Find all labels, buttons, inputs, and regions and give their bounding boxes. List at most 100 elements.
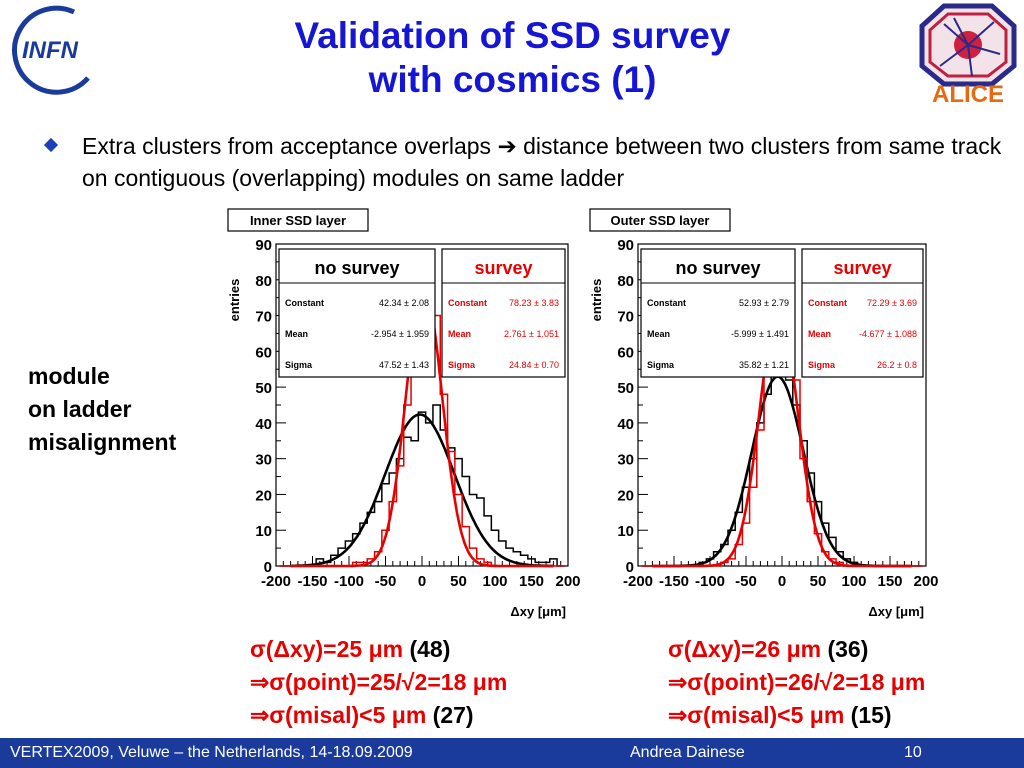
y-tick-label: 60 — [255, 344, 272, 361]
legend-label: no survey — [675, 258, 760, 278]
x-tick-label: -50 — [735, 573, 757, 590]
x-axis-label: Δxy [μm] — [868, 604, 924, 619]
y-tick-label: 80 — [617, 273, 634, 290]
side-label: module on ladder misalignment — [28, 363, 177, 455]
stat-name: Sigma — [285, 360, 313, 370]
histogram-no-survey — [641, 364, 923, 567]
stat-name: Constant — [647, 298, 686, 308]
x-tick-label: -150 — [659, 573, 689, 590]
stats-box — [640, 248, 796, 378]
legend-label: no survey — [314, 258, 399, 278]
stat-value: 26.2 ± 0.8 — [877, 360, 917, 370]
stat-value: 2.761 ± 1.051 — [504, 329, 559, 339]
stat-name: Mean — [448, 329, 471, 339]
x-tick-label: -150 — [297, 573, 327, 590]
x-tick-label: -50 — [375, 573, 397, 590]
stat-name: Mean — [647, 329, 670, 339]
stat-value: -2.954 ± 1.959 — [371, 329, 429, 339]
x-tick-label: 50 — [810, 573, 827, 590]
y-tick-label: 40 — [617, 416, 634, 433]
x-tick-label: 100 — [841, 573, 866, 590]
stat-name: Sigma — [647, 360, 675, 370]
stats-box — [278, 248, 436, 378]
y-tick-label: 30 — [255, 452, 272, 469]
stat-name: Constant — [285, 298, 324, 308]
y-tick-label: 20 — [617, 487, 634, 504]
x-tick-label: 0 — [418, 573, 426, 590]
stat-value: -5.999 ± 1.491 — [731, 329, 789, 339]
legend-label: survey — [833, 258, 891, 278]
inner-ssd-chart: Inner SSD layer 0 10 20 30 40 50 60 70 80 90 -200 -1… — [227, 208, 581, 619]
x-tick-label: -200 — [261, 573, 291, 590]
x-tick-label: -100 — [334, 573, 364, 590]
outer-ssd-panel: Outer SSD layer 0 10 20 30 40 50 60 70 80 90 -200 -1… — [582, 206, 940, 630]
x-tick-label: 50 — [450, 573, 467, 590]
title-line-1: Validation of SSD survey — [294, 15, 731, 56]
y-tick-label: 70 — [255, 309, 272, 326]
slide-title: Validation of SSD survey with cosmics (1… — [200, 14, 825, 102]
alice-logo: ALICE — [919, 3, 1017, 106]
title-line-2: with cosmics (1) — [368, 59, 657, 100]
stat-value: -4.677 ± 1.088 — [859, 329, 917, 339]
stat-name: Mean — [285, 329, 308, 339]
stat-value: 47.52 ± 1.43 — [379, 360, 429, 370]
y-tick-label: 70 — [617, 309, 634, 326]
stat-name: Sigma — [808, 360, 836, 370]
results-inner: σ(Δxy)=25 μm (48) ⇒σ(point)=25/√2=18 μm … — [250, 636, 508, 728]
stats-box — [441, 248, 566, 378]
stat-name: Constant — [448, 298, 487, 308]
infn-logo: INFN — [12, 5, 90, 95]
y-tick-label: 20 — [255, 487, 272, 504]
y-tick-label: 90 — [255, 237, 272, 254]
chart-title: Outer SSD layer — [611, 213, 710, 228]
x-tick-label: 200 — [913, 573, 938, 590]
y-tick-label: 30 — [617, 452, 634, 469]
stat-name: Mean — [808, 329, 831, 339]
x-tick-label: 100 — [482, 573, 507, 590]
y-tick-label: 40 — [255, 416, 272, 433]
y-tick-label: 50 — [617, 380, 634, 397]
footer-page-number: 10 — [904, 744, 922, 761]
y-tick-label: 80 — [255, 273, 272, 290]
fit-curve-no-survey — [652, 375, 912, 568]
y-tick-label: 0 — [626, 559, 634, 576]
footer-bar: VERTEX2009, Veluwe – the Netherlands, 14… — [0, 738, 1024, 768]
diamond-bullet-icon — [43, 137, 59, 153]
stat-name: Constant — [808, 298, 847, 308]
chart-title: Inner SSD layer — [250, 213, 346, 228]
footer-author: Andrea Dainese — [630, 744, 745, 761]
chart-title-box — [589, 208, 731, 232]
fit-curve-no-survey — [290, 413, 554, 568]
stat-value: 35.82 ± 1.21 — [739, 360, 789, 370]
histogram-no-survey — [279, 404, 565, 567]
x-tick-label: -100 — [695, 573, 725, 590]
stat-name: Sigma — [448, 360, 476, 370]
legend-label: survey — [474, 258, 532, 278]
x-tick-label: 0 — [778, 573, 786, 590]
results-outer: σ(Δxy)=26 μm (36) ⇒σ(point)=26/√2=18 μm … — [668, 636, 926, 728]
y-axis-label: entries — [227, 279, 242, 322]
outer-ssd-chart: Outer SSD layer 0 10 20 30 40 50 60 70 80 90 -200 -1… — [589, 208, 939, 619]
y-tick-label: 90 — [617, 237, 634, 254]
bullet-text: Extra clusters from acceptance overlaps … — [82, 133, 1002, 191]
stat-value: 52.93 ± 2.79 — [739, 298, 789, 308]
footer-conference: VERTEX2009, Veluwe – the Netherlands, 14… — [10, 744, 413, 761]
y-tick-label: 0 — [264, 559, 272, 576]
arrow-icon: ➔ — [497, 133, 517, 159]
stats-box — [801, 248, 924, 378]
stat-value: 78.23 ± 3.83 — [509, 298, 559, 308]
x-tick-label: -200 — [623, 573, 653, 590]
y-tick-label: 10 — [617, 523, 634, 540]
chart-title-box — [227, 208, 369, 232]
y-tick-label: 60 — [617, 344, 634, 361]
y-axis-label: entries — [589, 279, 604, 322]
x-axis-label: Δxy [μm] — [510, 604, 566, 619]
x-tick-label: 150 — [877, 573, 902, 590]
y-tick-label: 10 — [255, 523, 272, 540]
inner-ssd-panel: Inner SSD layer 0 10 20 30 40 50 60 70 80 90 -200 -1… — [220, 206, 582, 630]
x-tick-label: 150 — [519, 573, 544, 590]
x-tick-label: 200 — [555, 573, 580, 590]
stat-value: 42.34 ± 2.08 — [379, 298, 429, 308]
y-tick-label: 50 — [255, 380, 272, 397]
stat-value: 72.29 ± 3.69 — [867, 298, 917, 308]
